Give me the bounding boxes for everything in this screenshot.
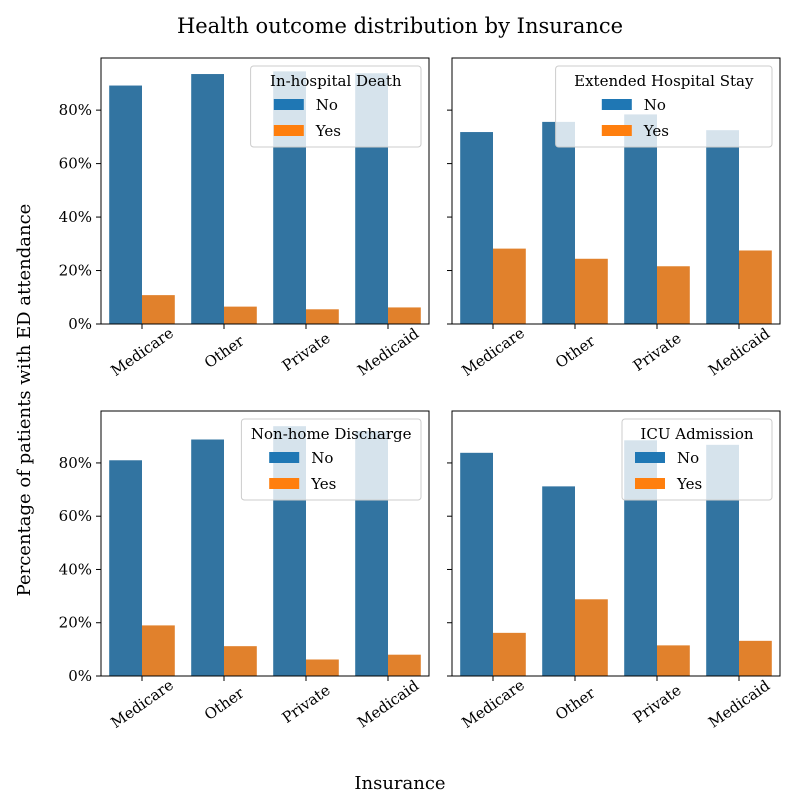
x-tick-label: Medicaid xyxy=(705,676,773,731)
legend-swatch-no xyxy=(635,452,665,463)
x-tick-label: Other xyxy=(552,331,599,371)
bar-other-no xyxy=(542,121,575,324)
legend-swatch-no xyxy=(269,452,300,463)
y-tick-label: 20% xyxy=(59,614,92,632)
bar-private-yes xyxy=(657,645,690,676)
legend-label-no: No xyxy=(677,449,699,467)
axes-frame xyxy=(100,410,430,677)
legend-swatch-no xyxy=(601,99,632,110)
x-axis-label: Insurance xyxy=(354,773,445,794)
legend-label-no: No xyxy=(644,96,666,114)
x-tick-label: Other xyxy=(201,331,248,371)
x-tick-label: Medicare xyxy=(107,676,176,732)
bar-other-no xyxy=(542,486,575,676)
x-tick-label: Other xyxy=(201,683,248,723)
bar-medicare-yes xyxy=(142,295,175,324)
bar-medicare-yes xyxy=(142,625,175,676)
subplot-3: Medicare Other Private Medicaid 0% 20% 40% 60% 8… xyxy=(59,410,430,732)
y-tick-label: 0% xyxy=(68,667,92,685)
bar-private-yes xyxy=(306,659,339,676)
figure-title: Health outcome distribution by Insurance xyxy=(177,14,623,38)
axes-frame xyxy=(451,410,781,677)
x-tick-label: Medicare xyxy=(458,324,527,380)
legend: ICU Admission No Yes xyxy=(621,418,773,501)
bar-medicaid-no xyxy=(706,130,739,324)
bar-medicare-no xyxy=(460,132,493,324)
x-tick-label: Medicare xyxy=(107,324,176,380)
x-tick-label: Private xyxy=(630,329,685,375)
subplots: Medicare Other Private Medicaid 0% 20% 40% 60% 8… xyxy=(59,57,781,732)
legend-title: Non-home Discharge xyxy=(251,425,412,443)
x-tick-label: Medicaid xyxy=(354,324,422,379)
legend-label-no: No xyxy=(316,96,338,114)
legend-title: Extended Hospital Stay xyxy=(574,72,754,90)
bar-other-yes xyxy=(224,646,257,676)
legend-swatch-yes xyxy=(269,478,300,489)
bar-medicare-no xyxy=(460,452,493,676)
legend: Non-home Discharge No Yes xyxy=(240,418,422,501)
y-tick-label: 60% xyxy=(59,507,92,525)
legend-swatch-yes xyxy=(273,125,304,136)
bar-medicaid-yes xyxy=(388,307,421,324)
y-tick-label: 80% xyxy=(59,101,92,119)
x-tick-label: Private xyxy=(279,329,334,375)
bar-private-yes xyxy=(657,266,690,324)
subplot-4: Medicare Other Private Medicaid ICU Admissio… xyxy=(447,410,781,732)
x-tick-label: Medicaid xyxy=(705,324,773,379)
bar-medicare-yes xyxy=(493,248,526,324)
bar-other-yes xyxy=(575,258,608,324)
legend-title: ICU Admission xyxy=(640,425,753,443)
bar-medicaid-yes xyxy=(388,654,421,676)
legend-swatch-yes xyxy=(601,125,632,136)
legend-label-yes: Yes xyxy=(643,122,669,140)
x-tick-label: Medicare xyxy=(458,676,527,732)
legend: In-hospital Death No Yes xyxy=(250,65,422,148)
legend-label-yes: Yes xyxy=(676,475,702,493)
bar-medicare-no xyxy=(109,85,142,324)
legend-swatch-no xyxy=(273,99,304,110)
legend-label-no: No xyxy=(311,449,333,467)
subplot-2: Medicare Other Private Medicaid Extended Hos… xyxy=(447,57,781,380)
x-tick-label: Medicaid xyxy=(354,676,422,731)
bar-other-yes xyxy=(575,599,608,676)
y-tick-label: 40% xyxy=(59,208,92,226)
y-tick-label: 40% xyxy=(59,560,92,578)
y-axis-label: Percentage of patients with ED attendanc… xyxy=(14,204,35,597)
y-tick-label: 60% xyxy=(59,155,92,173)
axes-frame xyxy=(100,57,430,325)
bar-medicare-yes xyxy=(493,632,526,676)
legend: Extended Hospital Stay No Yes xyxy=(555,65,773,148)
bar-other-no xyxy=(191,439,224,676)
bar-private-no xyxy=(624,114,657,324)
y-tick-label: 0% xyxy=(68,315,92,333)
y-tick-label: 80% xyxy=(59,454,92,472)
x-tick-label: Private xyxy=(279,681,334,727)
bar-medicaid-yes xyxy=(739,640,772,676)
axes-frame xyxy=(451,57,781,325)
x-tick-label: Private xyxy=(630,681,685,727)
legend-label-yes: Yes xyxy=(310,475,336,493)
bar-medicaid-yes xyxy=(739,250,772,324)
x-tick-label: Other xyxy=(552,683,599,723)
legend-swatch-yes xyxy=(635,478,665,489)
legend-label-yes: Yes xyxy=(315,122,341,140)
legend-title: In-hospital Death xyxy=(270,72,402,90)
bar-medicare-no xyxy=(109,460,142,676)
y-tick-label: 20% xyxy=(59,262,92,280)
bar-other-no xyxy=(191,74,224,324)
bar-private-yes xyxy=(306,309,339,324)
bar-other-yes xyxy=(224,306,257,324)
subplot-1: Medicare Other Private Medicaid 0% 20% 40% 60% 8… xyxy=(59,57,430,380)
